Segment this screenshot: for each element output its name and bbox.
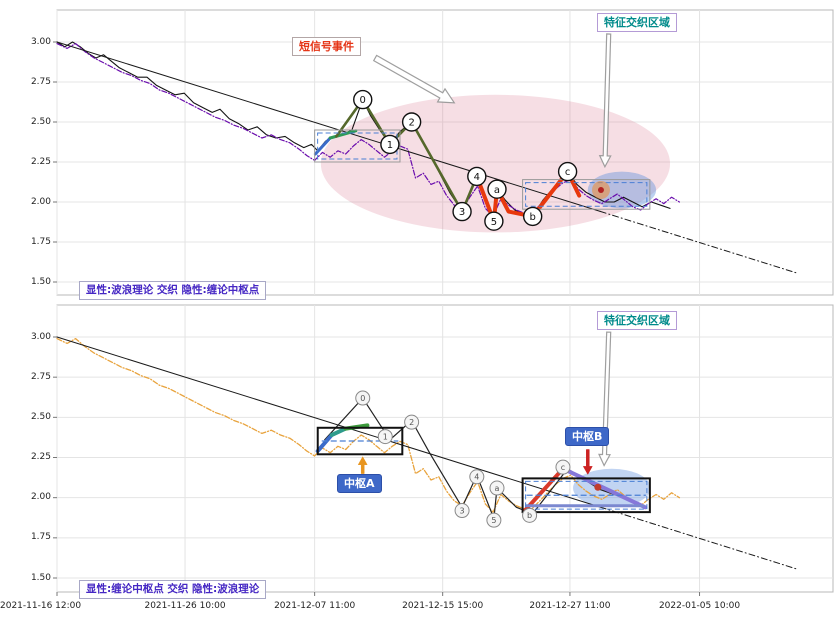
- top-wave-point-label-1: 1: [387, 140, 393, 151]
- legend-label-top: 显性:波浪理论 交织 隐性:缠论中枢点: [79, 281, 267, 300]
- bottom-trend-solid: [56, 336, 601, 508]
- y-tick-label: 2.75: [30, 371, 51, 382]
- top-wave-point-label-a: a: [494, 185, 500, 196]
- bottom-pivot-b-seg-purple: [561, 466, 648, 510]
- top-signal-arrow: [372, 54, 456, 104]
- top-wave-point-a: [487, 179, 507, 199]
- top-wave-point-4: [467, 166, 487, 187]
- bottom-feature-region-ellipse: [573, 468, 651, 508]
- y-tick-label: 2.50: [30, 411, 51, 422]
- top-wave-point-label-0: 0: [360, 95, 366, 106]
- bottom-pivot-a-seg-blue: [315, 433, 334, 454]
- y-tick-label: 2.00: [30, 492, 51, 503]
- top-feature-region-ellipse: [587, 171, 657, 209]
- bottom-wave-point-label-c: c: [561, 463, 565, 472]
- bottom-feature-arrow: [598, 331, 612, 467]
- top-wave-point-5: [484, 211, 504, 231]
- top-weave-box-2: [522, 179, 651, 210]
- y-tick-label: 3.00: [30, 331, 51, 342]
- feature-weave-label-bottom: 特征交织区域: [597, 311, 677, 330]
- y-tick-label: 2.50: [30, 116, 51, 127]
- bottom-panel: [56, 304, 834, 593]
- top-trend-dashdot: [599, 210, 797, 274]
- top-wave-point-c: [557, 161, 578, 182]
- bottom-wave-point-label-b: b: [527, 511, 532, 520]
- x-tick-label: 2021-11-26 10:00: [144, 601, 226, 611]
- signal-event-label: 短信号事件: [292, 37, 361, 56]
- top-wave-point-1: [380, 134, 400, 155]
- y-tick-label: 2.00: [30, 196, 51, 207]
- bottom-pivot-box-b: [521, 477, 651, 514]
- y-tick-label: 3.00: [30, 36, 51, 47]
- top-feature-arrow: [598, 33, 612, 169]
- bottom-wave-point-3: [454, 503, 470, 519]
- bottom-pivot-b-seg-red: [522, 466, 565, 513]
- bottom-price-hidden-wave: [56, 337, 681, 513]
- y-tick-label: 1.75: [30, 236, 51, 247]
- bottom-wave-point-a: [489, 480, 505, 496]
- y-tick-label: 2.25: [30, 452, 51, 462]
- bottom-wave-point-2: [404, 414, 420, 430]
- bottom-wave-point-0: [355, 390, 371, 406]
- bottom-pivot-box-a: [316, 426, 404, 456]
- bottom-wave-point-c: [555, 459, 571, 475]
- top-wave-point-label-c: c: [565, 167, 571, 178]
- bottom-wave-zigzag-thin: [324, 397, 625, 520]
- top-wave-point-2: [401, 112, 422, 132]
- top-wave-seg-green: [328, 129, 358, 140]
- pivot-a-label: 中枢A: [337, 474, 382, 493]
- bottom-wave-point-label-1: 1: [383, 432, 388, 441]
- bottom-pivot-a-arrow: [357, 456, 368, 474]
- x-tick-label: 2021-12-15 15:00: [402, 601, 484, 611]
- feature-weave-label-top: 特征交织区域: [597, 13, 677, 32]
- bottom-trend-dashdot: [599, 506, 797, 570]
- bottom-wave-point-label-3: 3: [460, 506, 465, 515]
- x-tick-label: 2021-11-16 12:00: [0, 601, 82, 611]
- bottom-pivot-box-b-inner-dashed: [525, 480, 648, 510]
- x-tick-label: 2021-12-27 11:00: [529, 601, 611, 611]
- bottom-wave-point-b: [522, 507, 538, 523]
- top-weave-box-2-inner-dashed: [525, 182, 648, 207]
- bottom-pivot-b-arrow: [582, 449, 593, 475]
- top-price-hidden-chan: [56, 42, 681, 217]
- bottom-wave-point-label-5: 5: [491, 516, 496, 525]
- bottom-feature-dot: [594, 483, 602, 491]
- top-wave-point-label-4: 4: [474, 172, 480, 183]
- top-wave-point-b: [522, 206, 543, 227]
- x-tick-label: 2022-01-05 10:00: [658, 601, 741, 611]
- top-wave-point-label-2: 2: [408, 118, 414, 129]
- bottom-wave-point-label-a: a: [495, 484, 500, 493]
- bottom-pivot-a-seg-teal: [329, 426, 348, 437]
- y-tick-label: 1.50: [30, 276, 51, 287]
- legend-label-bottom: 显性:缠论中枢点 交织 隐性:波浪理论: [79, 580, 267, 599]
- bottom-wave-point-5: [486, 512, 502, 528]
- x-tick-label: 2021-12-07 11:00: [274, 601, 356, 611]
- bottom-wave-point-4: [469, 469, 485, 485]
- top-weave-box-1: [314, 129, 401, 163]
- bottom-wave-point-label-4: 4: [474, 473, 479, 482]
- top-panel: [56, 9, 834, 296]
- top-wave-point-label-3: 3: [459, 207, 465, 218]
- top-wave-point-label-b: b: [530, 212, 536, 223]
- bottom-wave-point-label-2: 2: [409, 418, 414, 427]
- y-tick-label: 2.25: [30, 156, 51, 167]
- y-tick-label: 2.75: [30, 76, 51, 87]
- y-tick-label: 1.75: [30, 532, 51, 543]
- bottom-wave-point-1: [377, 429, 393, 445]
- bottom-wave-point-label-0: 0: [360, 394, 365, 403]
- y-tick-label: 1.50: [30, 572, 51, 583]
- top-wave-point-3: [452, 201, 472, 222]
- top-wave-point-label-5: 5: [491, 217, 497, 228]
- top-trend-solid: [56, 41, 601, 212]
- pivot-b-label: 中枢B: [565, 427, 610, 446]
- top-wave-point-0: [353, 89, 373, 110]
- top-feature-dot: [597, 187, 604, 193]
